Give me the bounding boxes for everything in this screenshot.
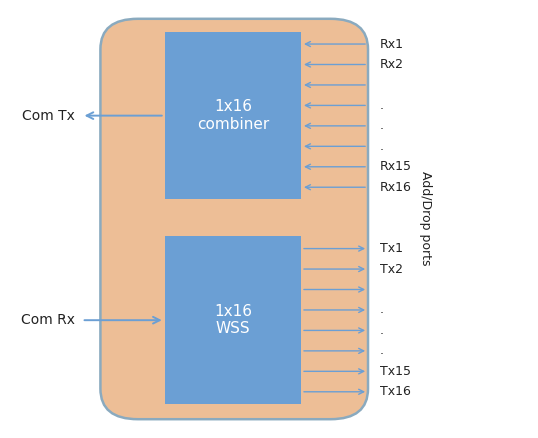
Text: Tx2: Tx2 <box>380 262 403 276</box>
Text: Tx16: Tx16 <box>380 385 410 398</box>
Text: 1x16
combiner: 1x16 combiner <box>197 99 269 132</box>
Text: Add/Drop ports: Add/Drop ports <box>419 171 432 265</box>
FancyBboxPatch shape <box>165 32 301 199</box>
Text: Com Rx: Com Rx <box>21 313 75 327</box>
FancyBboxPatch shape <box>101 19 368 419</box>
Text: .: . <box>380 324 384 337</box>
Text: .: . <box>380 304 384 317</box>
Text: .: . <box>380 344 384 357</box>
Text: 1x16
WSS: 1x16 WSS <box>214 304 252 336</box>
Text: Rx15: Rx15 <box>380 160 412 173</box>
Text: Com Tx: Com Tx <box>23 109 75 123</box>
FancyBboxPatch shape <box>165 237 301 404</box>
Text: .: . <box>380 140 384 153</box>
Text: .: . <box>380 120 384 132</box>
Text: Rx2: Rx2 <box>380 58 404 71</box>
Text: Rx16: Rx16 <box>380 181 412 194</box>
Text: Rx1: Rx1 <box>380 38 404 50</box>
Text: Tx1: Tx1 <box>380 242 403 255</box>
Text: .: . <box>380 99 384 112</box>
Text: Tx15: Tx15 <box>380 365 411 378</box>
